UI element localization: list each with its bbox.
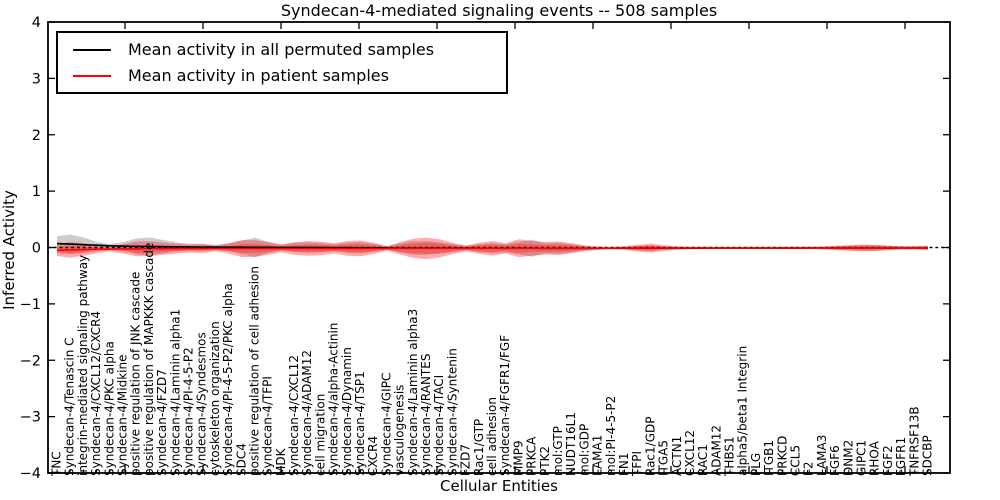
legend-item-patient: Mean activity in patient samples (58, 66, 506, 85)
x-tick-label: ACTN1 (670, 436, 684, 476)
x-tick-label: PRKCA (525, 436, 539, 476)
x-tick-label: Syndecan-4/TFPI (261, 376, 275, 476)
y-tick-label: 0 (32, 241, 41, 257)
x-tick-label: Syndecan-4/Syndesmos (195, 332, 209, 476)
permuted-mean-line-swatch (73, 48, 111, 51)
x-tick-label: GIPC1 (855, 440, 869, 476)
x-tick-label: NUDT16L1 (564, 412, 578, 476)
patient-mean-line-swatch (73, 74, 111, 77)
x-tick-label: FGF2 (881, 445, 895, 476)
x-tick-label: Syndecan-4/Tenascin C (63, 337, 77, 476)
y-tick-label: −2 (20, 353, 41, 369)
y-tick-label: −3 (20, 410, 41, 426)
legend-item-permuted: Mean activity in all permuted samples (58, 40, 506, 59)
y-tick-label: −1 (20, 297, 41, 313)
x-tick-label: Syndecan-4/TACI (432, 375, 446, 476)
x-tick-label: mol:PI-4-5-P2 (604, 396, 618, 476)
x-tick-label: mol:GDP (577, 424, 591, 476)
x-tick-label: TNFRSF13B (907, 406, 921, 477)
x-tick-label: Syndecan-4/TSP1 (353, 371, 367, 476)
permuted-std-band (57, 234, 928, 257)
x-tick-label: RAC1 (696, 444, 710, 476)
x-tick-label: Rac1/GTP (472, 419, 486, 476)
x-tick-label: ADAM12 (709, 425, 723, 476)
x-axis-label: Cellular Entities (440, 477, 558, 495)
legend-label-permuted: Mean activity in all permuted samples (128, 40, 435, 59)
x-tick-label: Syndecan-4/CXCL12/CXCR4 (89, 311, 103, 476)
x-tick-label: positive regulation of cell adhesion (247, 266, 261, 476)
patient-mean-line (56, 247, 928, 252)
x-tick-label: THBS1 (723, 436, 737, 477)
y-tick-label: 3 (32, 71, 41, 87)
x-tick-label: positive regulation of MAPKKK cascade (142, 243, 156, 476)
x-tick-label: LAMA3 (815, 435, 829, 476)
x-tick-label: ITGA5 (657, 440, 671, 476)
x-tick-label: vasculogenesis (393, 385, 407, 476)
x-tick-label: CCL5 (789, 445, 803, 476)
x-tick-label: ITGB1 (762, 440, 776, 476)
x-tick-label: cell adhesion (485, 397, 499, 476)
x-tick-label: positive regulation of JNK cascade (129, 272, 143, 476)
x-tick-label: PLG (749, 453, 763, 476)
y-tick-label: 4 (32, 15, 41, 31)
x-tick-label: Syndecan-4/Laminin alpha3 (406, 309, 420, 476)
x-tick-label: Rac1/GDP (643, 417, 657, 476)
legend-label-patient: Mean activity in patient samples (128, 66, 389, 85)
x-tick-label: CXCR4 (366, 436, 380, 476)
x-tick-label: RHOA (868, 440, 882, 476)
x-tick-label: FGF6 (828, 445, 842, 476)
x-tick-label: Syndecan-4/GIPC (379, 373, 393, 476)
x-tick-label: PTK2 (538, 446, 552, 476)
y-tick-label: 2 (32, 128, 41, 144)
chart-title: Syndecan-4-mediated signaling events -- … (280, 1, 718, 20)
x-tick-label: Syndecan-4/CXCL12 (287, 355, 301, 476)
x-tick-label: FN1 (617, 452, 631, 476)
x-tick-label: alpha5/beta1 Integrin (736, 346, 750, 476)
x-tick-label: cytoskeleton organization (208, 321, 222, 476)
x-tick-label: SDC4 (234, 443, 248, 476)
y-tick-label: 1 (32, 184, 41, 200)
x-tick-label: FZD7 (459, 444, 473, 476)
x-tick-label: CXCL12 (683, 430, 697, 476)
x-tick-label: Syndecan-4/Laminin alpha1 (168, 309, 182, 476)
x-tick-label: integrin-mediated signaling pathway (76, 255, 90, 476)
x-tick-label: MDK (274, 447, 288, 476)
x-tick-label: PRKCD (775, 436, 789, 476)
x-tick-label: SDCBP (921, 435, 935, 476)
x-tick-label: Syndecan-4/FGFR1/FGF (498, 335, 512, 476)
x-tick-label: Syndecan-4/PI-4-5-P2/PKC alpha (221, 283, 235, 476)
x-tick-label: Syndecan-4/FZD7 (155, 369, 169, 476)
x-tick-label: Syndecan-4/Dynamin (340, 347, 354, 476)
x-tick-label: Syndecan-4/PI-4-5-P2 (181, 347, 195, 476)
x-tick-label: Syndecan-4/RANTES (419, 354, 433, 476)
x-tick-label: cell migration (313, 394, 327, 476)
x-tick-label: Syndecan-4/PKC alpha (102, 341, 116, 476)
y-axis-label: Inferred Activity (0, 190, 18, 310)
x-tick-label: mol:GTP (551, 426, 565, 476)
x-tick-label: Syndecan-4/Midkine (115, 355, 129, 476)
x-tick-label: Syndecan-4/ADAM12 (300, 350, 314, 476)
y-tick-label: −4 (20, 466, 41, 482)
x-tick-label: DNM2 (841, 440, 855, 476)
x-tick-label: Syndecan-4/alpha-Actinin (327, 323, 341, 476)
x-tick-label: TNC (50, 451, 64, 477)
x-tick-label: LAMA1 (591, 435, 605, 476)
x-tick-label: TFPI (630, 451, 644, 477)
x-tick-label: Syndecan-4/Syntenin (445, 348, 459, 476)
legend: Mean activity in all permuted samples Me… (56, 31, 508, 94)
